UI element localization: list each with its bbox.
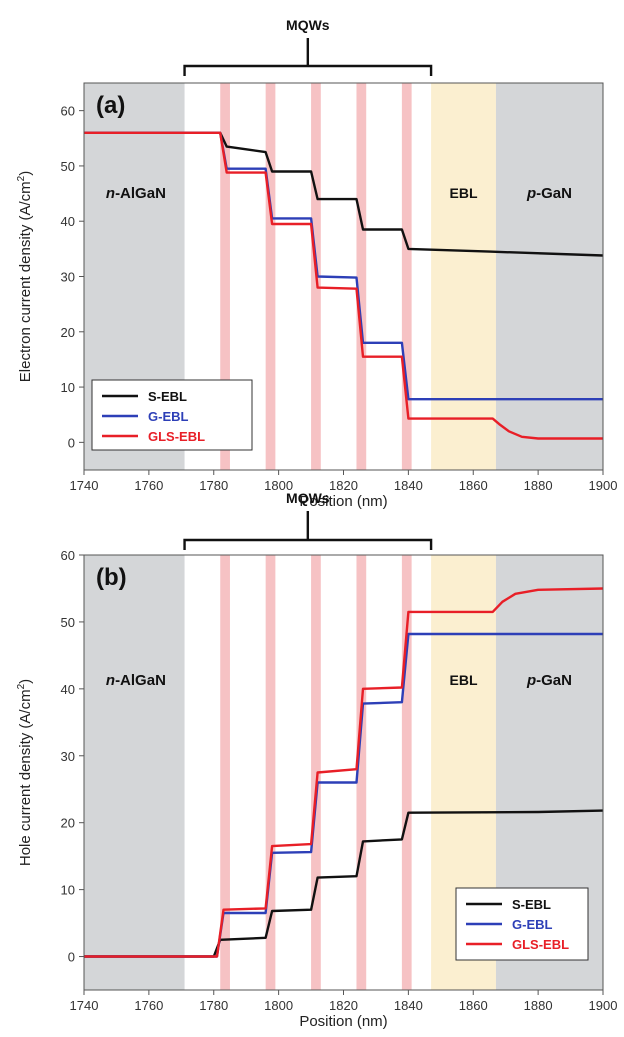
label-ebl: EBL — [450, 672, 478, 688]
series-line-gls-ebl — [84, 131, 603, 440]
x-tick-label: 1760 — [134, 478, 163, 493]
y-tick-label: 40 — [61, 682, 75, 697]
panel-label: (a) — [96, 92, 125, 119]
mqw-label: MQWs — [286, 17, 330, 33]
label-n-algan: n-AlGaN — [106, 672, 166, 689]
x-tick-label: 1840 — [394, 998, 423, 1013]
x-axis-label: Position (nm) — [299, 493, 387, 510]
y-tick-label: 20 — [61, 816, 75, 831]
quantum-well-1 — [220, 555, 230, 990]
panel-b: n-AlGaN EBL p-GaN (b) 1740 1760 1780 1800 1820 18… — [16, 490, 617, 1030]
y-tick-label: 50 — [61, 615, 75, 630]
legend-label-g-ebl: G-EBL — [148, 409, 189, 424]
quantum-well-2 — [265, 555, 276, 990]
legend-label-g-ebl: G-EBL — [512, 917, 553, 932]
legend: S-EBL G-EBL GLS-EBL — [455, 887, 589, 961]
x-tick-label: 1900 — [589, 478, 618, 493]
x-tick-label: 1800 — [264, 478, 293, 493]
label-ebl: EBL — [450, 185, 478, 201]
legend-label-gls-ebl: GLS-EBL — [512, 937, 569, 952]
y-tick-label: 60 — [61, 548, 75, 563]
region-p-gan — [495, 83, 603, 470]
x-tick-label: 1880 — [524, 478, 553, 493]
legend-label-s-ebl: S-EBL — [148, 389, 187, 404]
y-axis-label: Electron current density (A/cm2) — [16, 171, 34, 382]
series-line-gls-ebl — [84, 587, 604, 958]
quantum-well-5 — [401, 555, 412, 990]
quantum-well-2 — [265, 83, 276, 470]
x-tick-label: 1780 — [199, 998, 228, 1013]
region-ebl — [431, 83, 496, 470]
y-tick-label: 30 — [61, 749, 75, 764]
x-axis-label: Position (nm) — [299, 1013, 387, 1030]
x-tick-label: 1820 — [329, 998, 358, 1013]
quantum-well-1 — [220, 83, 230, 470]
y-tick-label: 10 — [61, 380, 75, 395]
x-tick-label: 1740 — [70, 478, 99, 493]
mqw-bracket — [183, 38, 433, 76]
legend: S-EBL G-EBL GLS-EBL — [91, 379, 253, 451]
y-tick-label: 50 — [61, 159, 75, 174]
x-tick-label: 1860 — [459, 998, 488, 1013]
label-p-gan: p-GaN — [526, 185, 572, 202]
x-tick-label: 1900 — [589, 998, 618, 1013]
series-line-s-ebl — [84, 131, 604, 257]
label-n-algan: n-AlGaN — [106, 185, 166, 202]
quantum-well-5 — [401, 83, 412, 470]
label-p-gan: p-GaN — [526, 672, 572, 689]
y-tick-label: 10 — [61, 883, 75, 898]
quantum-well-4 — [356, 83, 367, 470]
y-tick-label: 40 — [61, 214, 75, 229]
y-tick-label: 0 — [68, 435, 75, 450]
x-tick-label: 1860 — [459, 478, 488, 493]
mqw-label: MQWs — [286, 490, 330, 506]
x-tick-label: 1820 — [329, 478, 358, 493]
x-tick-label: 1760 — [134, 998, 163, 1013]
y-tick-label: 0 — [68, 950, 75, 965]
y-tick-label: 30 — [61, 270, 75, 285]
region-n-algan — [84, 555, 185, 990]
x-tick-label: 1840 — [394, 478, 423, 493]
legend-label-gls-ebl: GLS-EBL — [148, 429, 205, 444]
quantum-well-3 — [311, 555, 321, 990]
legend-label-s-ebl: S-EBL — [512, 897, 551, 912]
x-tick-label: 1800 — [264, 998, 293, 1013]
x-tick-label: 1780 — [199, 478, 228, 493]
y-tick-label: 60 — [61, 104, 75, 119]
quantum-well-4 — [356, 555, 367, 990]
panel-label: (b) — [96, 564, 127, 591]
y-axis-label: Hole current density (A/cm2) — [16, 679, 34, 866]
x-tick-label: 1880 — [524, 998, 553, 1013]
y-tick-label: 20 — [61, 325, 75, 340]
panel-a: n-AlGaN EBL p-GaN (a) 1740 1760 1780 1800 1820 18… — [16, 17, 617, 510]
mqw-bracket — [183, 511, 433, 550]
x-tick-label: 1740 — [70, 998, 99, 1013]
